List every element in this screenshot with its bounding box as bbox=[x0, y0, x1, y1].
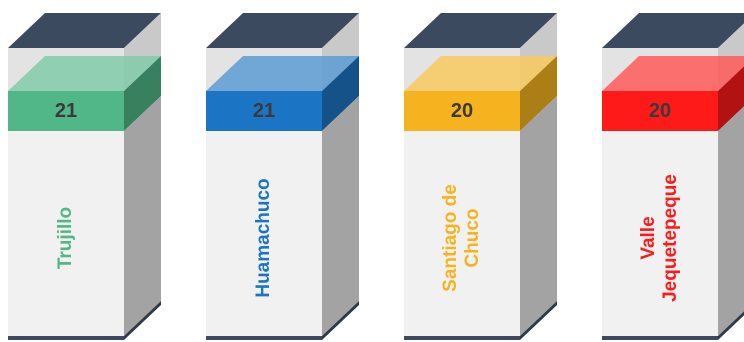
box-3-value: 20 bbox=[450, 100, 474, 122]
box-3-body-front bbox=[404, 131, 520, 336]
box-1-color-top bbox=[8, 56, 161, 91]
box-3-color-side bbox=[520, 56, 557, 131]
box-3-base-side bbox=[520, 301, 557, 340]
box-4-color-side bbox=[718, 66, 744, 131]
box-4-label-line-2: Jequetepeque bbox=[660, 173, 681, 302]
box-4-base-side bbox=[718, 311, 744, 340]
box-2-label-area: Huamachuco bbox=[206, 140, 322, 335]
box-2-color-side bbox=[322, 56, 359, 131]
box-4-label-line-1: Valle bbox=[638, 215, 659, 260]
box-4-color-top bbox=[602, 56, 744, 91]
box-2-color-front bbox=[206, 91, 322, 131]
box-3-base-front bbox=[404, 336, 520, 340]
box-2-top-cap bbox=[206, 13, 359, 48]
box-2-color-top bbox=[206, 56, 359, 91]
box-1-body-side bbox=[124, 96, 161, 336]
box-4-body-side bbox=[718, 106, 744, 336]
box-1-base-front bbox=[8, 336, 124, 340]
box-2-base-front bbox=[206, 336, 322, 340]
box-1-color-front bbox=[8, 91, 124, 131]
box-3-label-line-2: Chuco bbox=[462, 207, 483, 268]
box-4-label: Valle Jequetepeque bbox=[638, 174, 682, 302]
box-1-base-side bbox=[124, 301, 161, 340]
box-2-body-front bbox=[206, 131, 322, 336]
box-4-body-front bbox=[602, 131, 718, 336]
box-3-color-top bbox=[404, 56, 557, 91]
box-3-top-cap bbox=[404, 13, 557, 48]
box-3-body-side bbox=[520, 96, 557, 336]
box-1-color-side bbox=[124, 56, 161, 131]
box-4-top-cap bbox=[602, 13, 744, 48]
box-1-label-line-1: Trujillo bbox=[55, 206, 76, 269]
box-3-color-front bbox=[404, 91, 520, 131]
box-1-body-front bbox=[8, 131, 124, 336]
box-4-label-area: Valle Jequetepeque bbox=[602, 140, 718, 335]
box-3-label: Santiago de Chuco bbox=[440, 184, 484, 292]
box-2-label: Huamachuco bbox=[253, 178, 275, 297]
box-1-label-area: Trujillo bbox=[8, 140, 124, 335]
box-1-top-cap bbox=[8, 13, 161, 48]
box-4-value: 20 bbox=[648, 100, 672, 122]
box-1-label: Trujillo bbox=[55, 206, 77, 268]
box-4-base-front bbox=[602, 336, 718, 340]
box-4-color-front bbox=[602, 91, 718, 131]
box-2-base-side bbox=[322, 301, 359, 340]
box-2-body-side bbox=[322, 96, 359, 336]
box-1-value: 21 bbox=[54, 100, 78, 122]
box-3-label-area: Santiago de Chuco bbox=[404, 140, 520, 335]
box-2-label-line-1: Huamachuco bbox=[253, 177, 274, 298]
box-2-value: 21 bbox=[252, 100, 276, 122]
box-3-label-line-1: Santiago de bbox=[440, 183, 461, 292]
